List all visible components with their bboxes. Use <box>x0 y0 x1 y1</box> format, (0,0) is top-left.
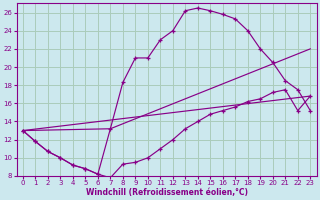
X-axis label: Windchill (Refroidissement éolien,°C): Windchill (Refroidissement éolien,°C) <box>85 188 248 197</box>
